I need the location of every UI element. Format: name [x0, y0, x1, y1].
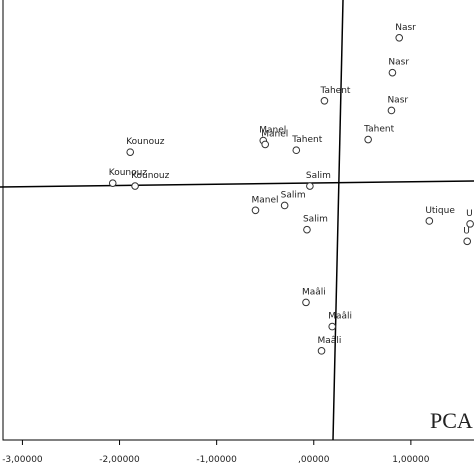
reference-line-v	[332, 0, 344, 441]
x-tick-label: ,00000	[298, 455, 330, 465]
point-label: Utique	[425, 206, 455, 216]
point-label: Nasr	[387, 95, 408, 105]
point-label: U	[466, 209, 473, 219]
x-tick-label: -2,00000	[99, 455, 140, 465]
point	[261, 140, 270, 149]
point	[388, 68, 397, 77]
point-label: Salim	[281, 190, 306, 200]
plot-frame	[2, 0, 474, 441]
point-label: Salim	[306, 171, 331, 181]
point	[251, 206, 260, 215]
point-label: Kounouz	[131, 171, 170, 181]
point-label: Maâli	[302, 287, 326, 297]
point	[306, 182, 314, 190]
point-label: Tahent	[363, 125, 394, 135]
point	[280, 201, 289, 210]
point-label: Tahent	[319, 86, 350, 96]
point	[466, 220, 474, 228]
point	[108, 179, 117, 187]
point-label: Nasr	[388, 58, 409, 68]
point-label: Manel	[259, 126, 286, 136]
point	[364, 135, 372, 144]
point	[302, 298, 310, 307]
x-tick-label: 1,00000	[392, 455, 429, 465]
point-label: Maâli	[328, 312, 352, 322]
point	[425, 217, 434, 225]
x-tick-label: -1,00000	[196, 455, 237, 465]
point-label: Maâli	[318, 336, 342, 346]
point	[126, 148, 135, 156]
point-label: Nasr	[395, 23, 416, 33]
point	[328, 322, 337, 331]
point	[463, 237, 472, 246]
point-label: Manel	[261, 129, 288, 139]
point	[292, 146, 301, 155]
point	[320, 96, 329, 105]
point-label: Kounouz	[126, 137, 165, 147]
point	[395, 33, 404, 42]
point	[387, 106, 396, 115]
x-tick-label: -3,00000	[2, 455, 43, 465]
point-label: Manel	[251, 195, 278, 205]
point-label: U	[463, 226, 470, 236]
point-label: Tahent	[291, 135, 322, 145]
point-label: Kounouz	[109, 168, 148, 178]
reference-line-h	[0, 180, 474, 188]
point	[303, 225, 311, 234]
point	[131, 182, 139, 190]
point	[317, 347, 326, 355]
annotation: PCA	[430, 408, 473, 433]
point-label: Salim	[303, 215, 328, 225]
